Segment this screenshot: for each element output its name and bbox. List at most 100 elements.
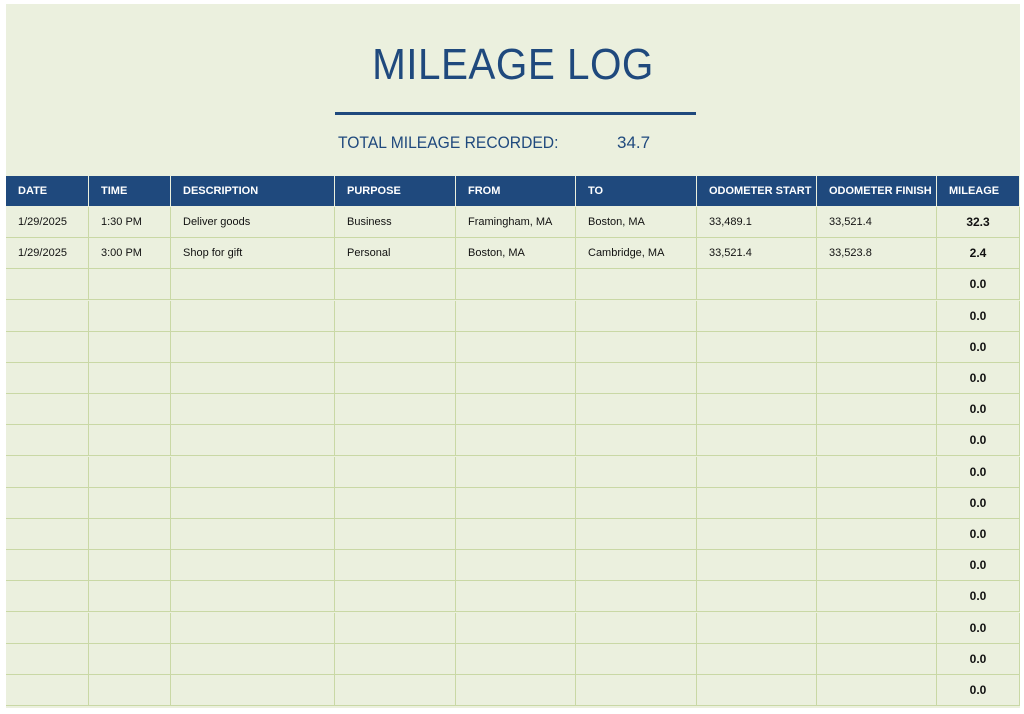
empty-cell (576, 487, 697, 519)
table-cell: 0.0 (937, 581, 1020, 613)
empty-cell (171, 269, 335, 301)
empty-cell (171, 487, 335, 519)
column-header: FROM (456, 176, 576, 206)
table-cell: 3:00 PM (89, 238, 171, 270)
empty-cell (697, 425, 817, 457)
empty-cell (171, 394, 335, 426)
empty-cell (697, 581, 817, 613)
empty-cell (817, 269, 937, 301)
table-cell: 1/29/2025 (6, 207, 89, 238)
table-cell: 1/29/2025 (6, 238, 89, 270)
empty-cell (576, 643, 697, 675)
table-cell: 0.0 (937, 643, 1020, 675)
empty-cell (6, 643, 89, 675)
table-cell: 0.0 (937, 456, 1020, 488)
table-cell: 2.4 (937, 238, 1020, 270)
column-header: ODOMETER START (697, 176, 817, 206)
empty-cell (697, 456, 817, 488)
empty-cell (89, 612, 171, 644)
empty-cell (6, 331, 89, 363)
empty-cell (697, 612, 817, 644)
empty-cell (335, 487, 456, 519)
empty-cell (335, 456, 456, 488)
empty-cell (171, 612, 335, 644)
empty-cell (6, 394, 89, 426)
table-cell: Framingham, MA (456, 207, 576, 238)
empty-cell (89, 581, 171, 613)
total-label: TOTAL MILEAGE RECORDED: (338, 133, 559, 152)
empty-cell (335, 363, 456, 394)
empty-cell (697, 394, 817, 426)
empty-cell (576, 394, 697, 426)
table-cell: 32.3 (937, 207, 1020, 238)
empty-cell (89, 519, 171, 550)
empty-cell (335, 519, 456, 550)
table-cell: 0.0 (937, 675, 1020, 706)
table-cell: Boston, MA (456, 238, 576, 270)
empty-cell (456, 456, 576, 488)
empty-cell (576, 331, 697, 363)
empty-cell (817, 643, 937, 675)
empty-cell (456, 519, 576, 550)
empty-cell (456, 643, 576, 675)
table-cell: 0.0 (937, 331, 1020, 363)
empty-cell (6, 550, 89, 582)
empty-cell (6, 269, 89, 301)
empty-cell (697, 269, 817, 301)
column-header: ODOMETER FINISH (817, 176, 937, 206)
empty-cell (171, 456, 335, 488)
table-cell: 33,521.4 (697, 238, 817, 270)
empty-cell (576, 300, 697, 332)
empty-cell (89, 269, 171, 301)
table-cell: Cambridge, MA (576, 238, 697, 270)
empty-cell (817, 581, 937, 613)
empty-cell (456, 269, 576, 301)
empty-cell (335, 581, 456, 613)
empty-cell (817, 425, 937, 457)
empty-cell (335, 269, 456, 301)
empty-cell (6, 487, 89, 519)
title: MILEAGE LOG (372, 40, 654, 89)
table-cell: 0.0 (937, 425, 1020, 457)
empty-cell (576, 363, 697, 394)
empty-cell (171, 519, 335, 550)
table-cell: Shop for gift (171, 238, 335, 270)
table-cell: 0.0 (937, 612, 1020, 644)
empty-cell (817, 394, 937, 426)
empty-cell (817, 456, 937, 488)
table-cell: 0.0 (937, 519, 1020, 550)
table-cell: 0.0 (937, 550, 1020, 582)
empty-cell (576, 550, 697, 582)
table-cell: 33,489.1 (697, 207, 817, 238)
empty-cell (576, 612, 697, 644)
table-cell: 0.0 (937, 363, 1020, 394)
empty-cell (456, 425, 576, 457)
table-cell: 0.0 (937, 487, 1020, 519)
empty-cell (89, 675, 171, 706)
empty-cell (456, 550, 576, 582)
empty-cell (335, 300, 456, 332)
column-header: DESCRIPTION (171, 176, 335, 206)
column-header: TO (576, 176, 697, 206)
empty-cell (6, 519, 89, 550)
table-cell: 0.0 (937, 269, 1020, 301)
table-cell: Personal (335, 238, 456, 270)
empty-cell (456, 300, 576, 332)
empty-cell (89, 394, 171, 426)
empty-cell (6, 581, 89, 613)
empty-cell (335, 612, 456, 644)
table-cell: 33,521.4 (817, 207, 937, 238)
empty-cell (335, 675, 456, 706)
empty-cell (576, 519, 697, 550)
empty-cell (817, 300, 937, 332)
empty-cell (697, 675, 817, 706)
empty-cell (817, 612, 937, 644)
empty-cell (335, 643, 456, 675)
table-cell: Boston, MA (576, 207, 697, 238)
empty-cell (335, 550, 456, 582)
column-header: TIME (89, 176, 171, 206)
empty-cell (456, 675, 576, 706)
empty-cell (6, 456, 89, 488)
table-cell: 0.0 (937, 300, 1020, 332)
empty-cell (456, 394, 576, 426)
